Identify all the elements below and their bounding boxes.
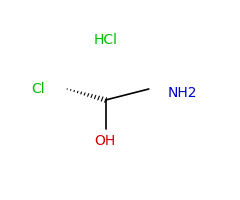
- Text: HCl: HCl: [94, 33, 118, 47]
- Text: OH: OH: [94, 134, 115, 148]
- Text: NH2: NH2: [168, 86, 197, 100]
- Text: Cl: Cl: [32, 82, 45, 96]
